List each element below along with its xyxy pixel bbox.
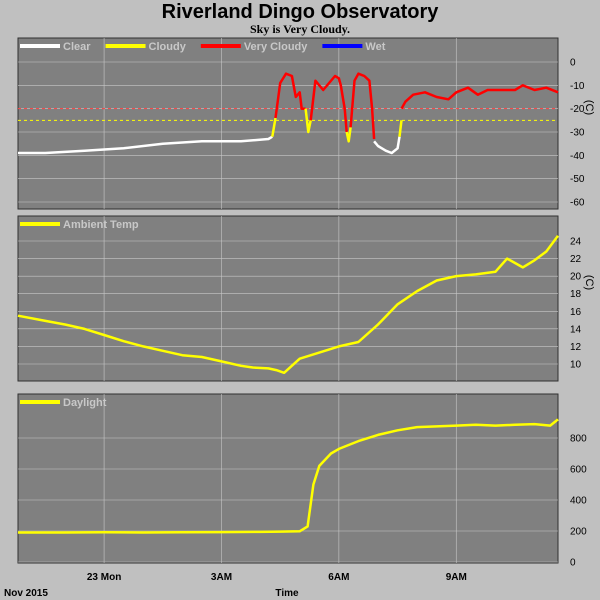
series-line bbox=[400, 84, 559, 110]
legend-label: Cloudy bbox=[149, 41, 187, 53]
x-tick-label: 9AM bbox=[446, 572, 467, 583]
y-tick-label: 600 bbox=[570, 465, 587, 476]
ambient-temperature-panel: 10 12 14 16 18 20 22 24 (C) Ambient Temp bbox=[17, 215, 595, 382]
series-line bbox=[271, 117, 277, 137]
x-tick-label: 6AM bbox=[328, 572, 349, 583]
plot-area bbox=[17, 393, 559, 564]
legend-label: Ambient Temp bbox=[63, 219, 139, 231]
y-tick-label: 16 bbox=[570, 307, 582, 318]
y-axis-label: (C) bbox=[583, 100, 595, 115]
y-axis-label: (C) bbox=[583, 275, 595, 290]
plot-area bbox=[17, 37, 559, 210]
legend-label: Wet bbox=[365, 41, 385, 53]
y-tick-label: 20 bbox=[570, 272, 582, 283]
x-tick-label: 3AM bbox=[211, 572, 232, 583]
daylight-panel: 0 200 400 600 800 Daylight bbox=[17, 393, 587, 569]
plot-area bbox=[17, 215, 559, 382]
time-axis: 23 Mon 3AM 6AM 9AM bbox=[87, 572, 467, 583]
y-tick-label: -20 bbox=[570, 104, 585, 115]
series-line bbox=[373, 136, 401, 155]
y-tick-label: -30 bbox=[570, 128, 585, 139]
y-tick-label: 18 bbox=[570, 289, 582, 300]
series-line bbox=[304, 108, 312, 134]
y-tick-label: 10 bbox=[570, 360, 582, 371]
series-line bbox=[345, 127, 352, 143]
y-tick-label: -40 bbox=[570, 151, 585, 162]
y-tick-label: 400 bbox=[570, 496, 587, 507]
series-line bbox=[18, 418, 559, 534]
y-tick-label: 24 bbox=[570, 237, 582, 248]
y-tick-label: 200 bbox=[570, 527, 587, 538]
series-line bbox=[349, 72, 376, 140]
y-tick-label: 800 bbox=[570, 434, 587, 445]
legend-label: Daylight bbox=[63, 397, 107, 409]
series-line bbox=[17, 234, 560, 375]
series-line bbox=[274, 72, 306, 119]
y-tick-label: -50 bbox=[570, 174, 585, 185]
y-tick-label: 0 bbox=[570, 58, 576, 69]
chart-title: Riverland Dingo Observatory bbox=[161, 1, 439, 23]
series-line bbox=[18, 135, 273, 155]
y-tick-label: 0 bbox=[570, 558, 576, 569]
legend-label: Very Cloudy bbox=[244, 41, 308, 53]
x-axis-label: Time bbox=[275, 588, 299, 599]
y-tick-label: -10 bbox=[570, 81, 585, 92]
y-tick-label: 22 bbox=[570, 254, 582, 265]
chart-subtitle: Sky is Very Cloudy. bbox=[249, 22, 351, 36]
x-tick-label: 23 Mon bbox=[87, 572, 121, 583]
series-line bbox=[309, 74, 348, 133]
sky-temperature-panel: 0 -10 -20 -30 -40 -50 -60 (C) Clear Cloudy Very Cl… bbox=[17, 37, 595, 210]
y-tick-label: -60 bbox=[570, 198, 585, 209]
date-label: Nov 2015 bbox=[4, 588, 48, 599]
y-tick-label: 12 bbox=[570, 342, 582, 353]
legend-label: Clear bbox=[63, 41, 91, 53]
series-line bbox=[398, 120, 403, 137]
y-tick-label: 14 bbox=[570, 324, 582, 335]
